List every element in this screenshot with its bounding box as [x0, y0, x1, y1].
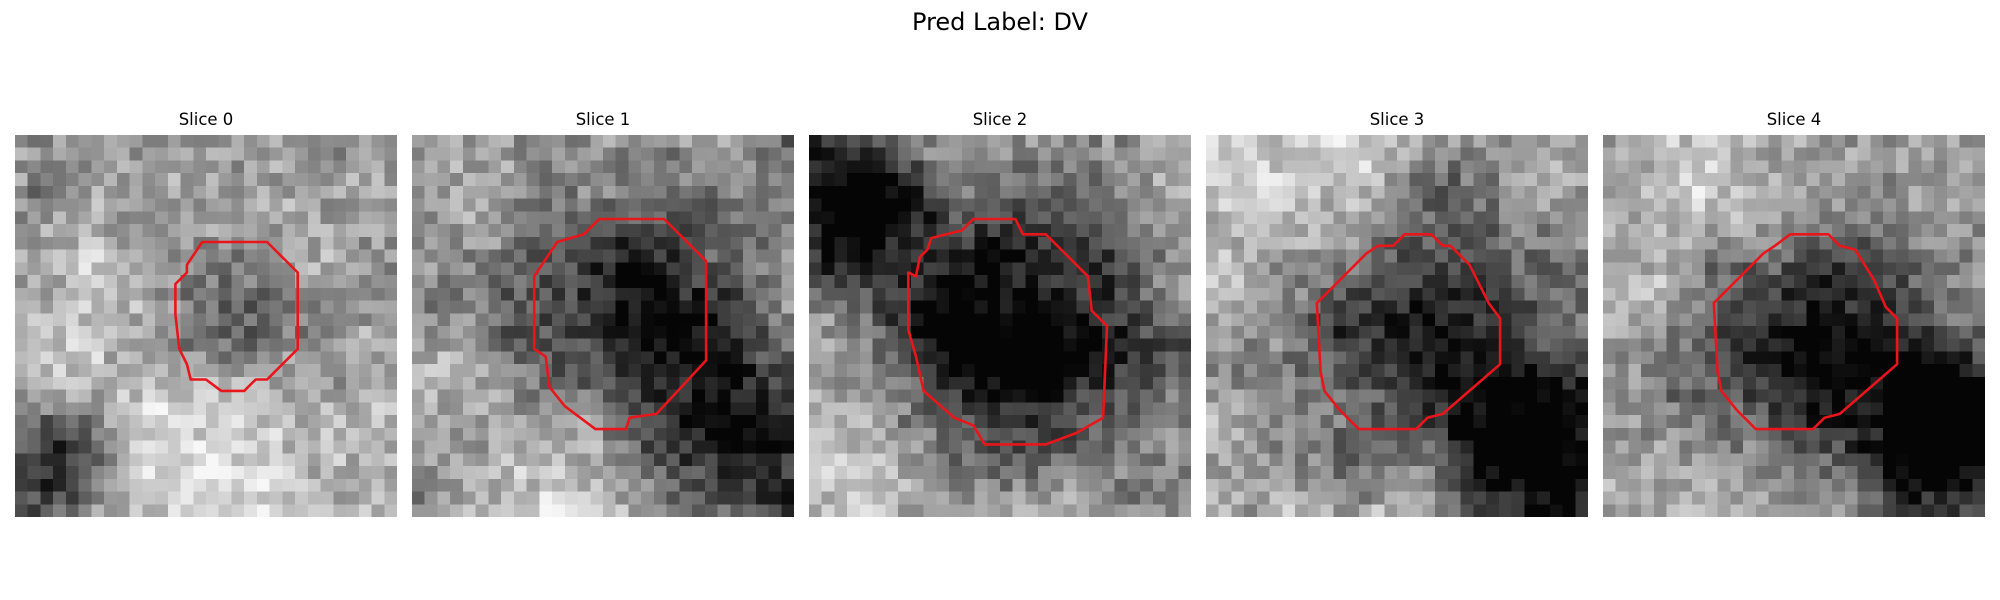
slice-image [412, 135, 794, 517]
panel-title: Slice 2 [972, 110, 1028, 129]
slice-image [1603, 135, 1985, 517]
slice-pixel-grid [15, 135, 397, 517]
slice-pixel-grid [809, 135, 1191, 517]
panel-title: Slice 3 [1369, 110, 1425, 129]
prediction-contour [174, 240, 300, 393]
slice-image [1206, 135, 1588, 517]
prediction-contour [532, 217, 708, 431]
figure-title: Pred Label: DV [912, 8, 1088, 36]
slice-pixel-grid [1603, 135, 1985, 517]
prediction-contour [907, 217, 1109, 446]
slice-pixel-grid [1206, 135, 1588, 517]
prediction-contour [1315, 233, 1502, 431]
panel-title: Slice 1 [575, 110, 631, 129]
panel-title: Slice 0 [178, 110, 234, 129]
slice-image [15, 135, 397, 517]
slice-pixel-grid [412, 135, 794, 517]
slice-image [809, 135, 1191, 517]
prediction-contour [1712, 233, 1899, 431]
panel-title: Slice 4 [1766, 110, 1822, 129]
